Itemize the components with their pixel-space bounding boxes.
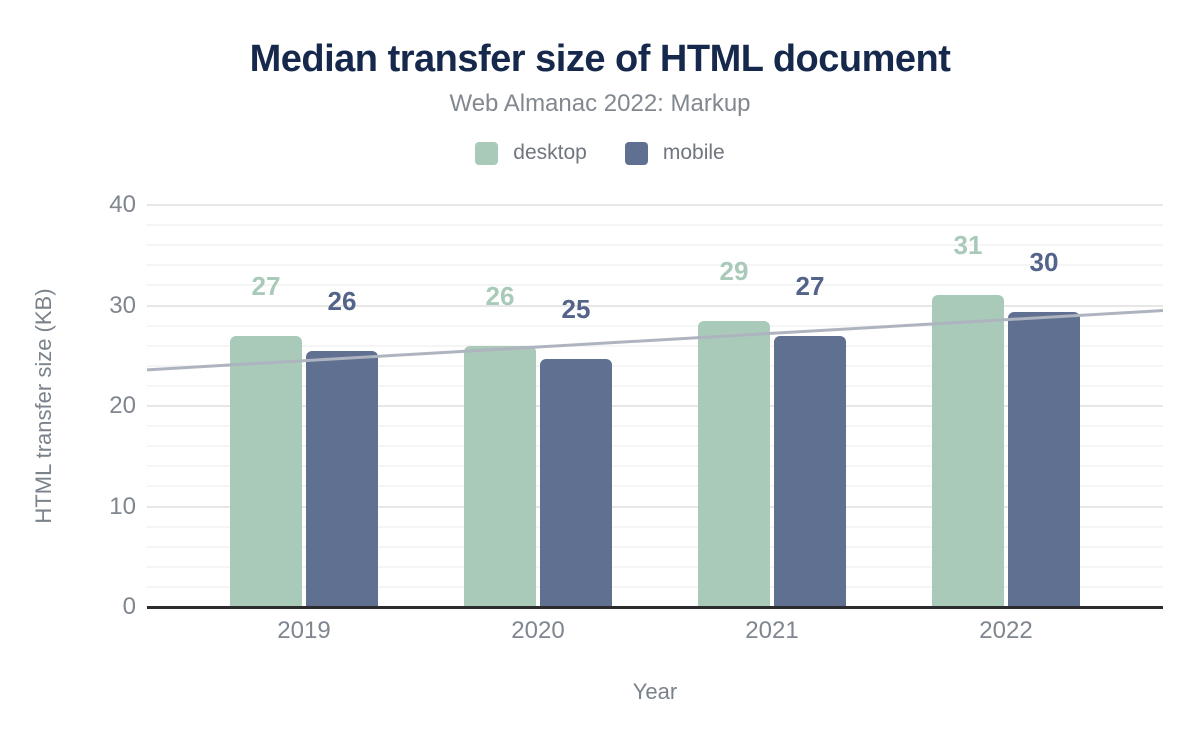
y-tick-label: 0 xyxy=(122,593,136,620)
bar-desktop-2021[interactable] xyxy=(698,320,770,607)
x-tick-label-2021: 2021 xyxy=(745,617,799,644)
y-tick-label: 20 xyxy=(109,392,136,419)
bar-value-label-mobile-2019: 26 xyxy=(327,285,357,316)
major-gridline xyxy=(147,204,1163,206)
minor-gridline xyxy=(147,565,1163,568)
x-axis-title: Year xyxy=(632,679,678,704)
x-tick-label-2019: 2019 xyxy=(277,617,331,644)
bar-mobile-2021[interactable] xyxy=(774,335,846,607)
bar-value-label-mobile-2020: 25 xyxy=(561,293,591,324)
legend-item-mobile: mobile xyxy=(624,141,725,165)
x-tick-label-2020: 2020 xyxy=(511,617,565,644)
minor-gridline xyxy=(147,525,1163,528)
bar-value-label-desktop-2019: 27 xyxy=(251,270,281,301)
bar-value-label-desktop-2020: 26 xyxy=(485,280,515,311)
major-gridline xyxy=(147,405,1163,407)
y-axis-title: HTML transfer size (KB) xyxy=(31,288,56,524)
minor-gridline xyxy=(147,284,1163,287)
y-tick-label: 40 xyxy=(109,191,136,218)
legend-swatch-mobile xyxy=(624,141,648,165)
major-gridline xyxy=(147,304,1163,307)
bar-value-label-mobile-2022: 30 xyxy=(1029,246,1059,277)
minor-gridline xyxy=(147,485,1163,488)
minor-gridline xyxy=(147,445,1163,448)
minor-gridline xyxy=(147,384,1163,387)
legend-label-mobile: mobile xyxy=(662,141,725,164)
bar-desktop-2022[interactable] xyxy=(932,295,1004,607)
minor-gridline xyxy=(147,545,1163,548)
bar-desktop-2020[interactable] xyxy=(464,345,536,607)
bar-mobile-2019[interactable] xyxy=(306,350,378,607)
legend-label-desktop: desktop xyxy=(513,141,587,164)
x-axis-line xyxy=(147,606,1163,609)
minor-gridline xyxy=(147,585,1163,588)
minor-gridline xyxy=(147,224,1163,227)
major-gridline xyxy=(147,505,1163,508)
y-tick-label: 10 xyxy=(109,492,136,520)
legend-item-desktop: desktop xyxy=(475,141,587,165)
legend: desktop mobile xyxy=(0,141,1200,165)
chart-title: Median transfer size of HTML document xyxy=(249,38,951,80)
bar-mobile-2020[interactable] xyxy=(540,358,612,607)
bar-value-label-desktop-2022: 31 xyxy=(953,230,983,261)
bar-value-label-desktop-2021: 29 xyxy=(719,255,749,286)
bar-desktop-2019[interactable] xyxy=(230,335,302,607)
bar-mobile-2022[interactable] xyxy=(1008,311,1080,607)
y-tick-label: 30 xyxy=(109,291,136,319)
x-tick-label-2022: 2022 xyxy=(979,617,1033,644)
minor-gridline xyxy=(147,244,1163,247)
minor-gridline xyxy=(147,264,1163,267)
legend-swatch-desktop xyxy=(475,141,499,165)
bar-value-label-mobile-2021: 27 xyxy=(795,270,825,301)
minor-gridline xyxy=(147,465,1163,468)
minor-gridline xyxy=(147,425,1163,428)
chart-subtitle: Web Almanac 2022: Markup xyxy=(449,90,751,117)
